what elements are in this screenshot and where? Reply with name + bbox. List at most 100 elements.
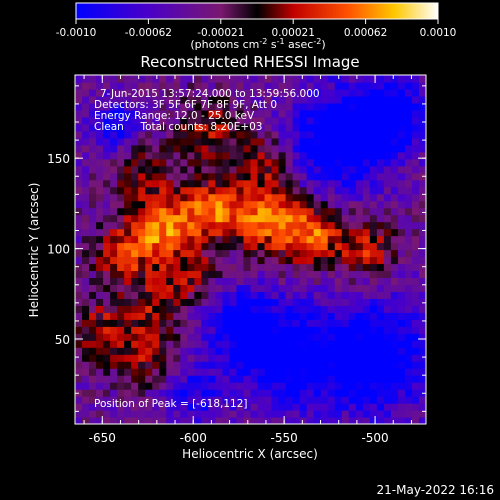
heatmap-cell bbox=[341, 263, 350, 272]
heatmap-cell bbox=[103, 179, 111, 188]
heatmap-cell bbox=[348, 235, 357, 244]
heatmap-cell bbox=[278, 277, 287, 285]
heatmap-cell bbox=[376, 144, 385, 153]
heatmap-cell bbox=[334, 326, 343, 334]
heatmap-cell bbox=[306, 382, 315, 390]
heatmap-cell bbox=[278, 319, 287, 327]
heatmap-cell bbox=[390, 291, 399, 299]
heatmap-cell bbox=[376, 389, 385, 397]
heatmap-cell bbox=[208, 158, 216, 167]
heatmap-cell bbox=[320, 109, 329, 118]
heatmap-cell bbox=[313, 291, 322, 299]
heatmap-cell bbox=[411, 123, 420, 132]
heatmap-cell bbox=[222, 277, 231, 285]
heatmap-cell bbox=[131, 214, 139, 223]
heatmap-cell bbox=[355, 389, 364, 397]
heatmap-cell bbox=[201, 193, 209, 202]
heatmap-cell bbox=[110, 256, 118, 265]
colorbar-ticks: -0.0010 -0.00062 -0.00021 0.00021 0.00062 0.0… bbox=[56, 19, 456, 39]
heatmap-cell bbox=[110, 221, 118, 230]
heatmap-cell bbox=[222, 361, 231, 369]
heatmap-cell bbox=[201, 221, 209, 230]
heatmap-cell bbox=[117, 123, 125, 132]
heatmap-cell bbox=[404, 179, 413, 188]
heatmap-cell bbox=[285, 368, 294, 376]
heatmap-cell bbox=[376, 235, 385, 244]
heatmap-cell bbox=[152, 81, 160, 90]
heatmap-cell bbox=[285, 410, 294, 418]
heatmap-cell bbox=[250, 200, 259, 209]
heatmap-cell bbox=[271, 102, 280, 111]
heatmap-cell bbox=[299, 75, 308, 83]
heatmap-cell bbox=[138, 256, 146, 265]
heatmap-cell bbox=[201, 410, 209, 418]
heatmap-cell bbox=[334, 186, 343, 195]
heatmap-cell bbox=[96, 284, 104, 292]
heatmap-cell bbox=[173, 361, 181, 369]
heatmap-cell bbox=[222, 389, 231, 397]
heatmap-cell bbox=[145, 340, 153, 348]
heatmap-cell bbox=[257, 277, 266, 285]
heatmap-cell bbox=[138, 179, 146, 188]
heatmap-cell bbox=[397, 291, 406, 299]
heatmap-cell bbox=[159, 263, 167, 272]
heatmap-cell bbox=[194, 347, 202, 355]
heatmap-cell bbox=[103, 291, 111, 299]
heatmap-cell bbox=[292, 242, 301, 251]
heatmap-cell bbox=[348, 137, 357, 146]
heatmap-cell bbox=[215, 291, 224, 299]
heatmap-cell bbox=[124, 277, 132, 285]
heatmap-cell bbox=[271, 319, 280, 327]
heatmap-cell bbox=[313, 333, 322, 341]
heatmap-cell bbox=[250, 396, 259, 404]
heatmap-cell bbox=[313, 340, 322, 348]
heatmap-cell bbox=[320, 410, 329, 418]
heatmap-cell bbox=[229, 382, 238, 390]
heatmap-cell bbox=[236, 368, 245, 376]
heatmap-cell bbox=[418, 151, 426, 160]
heatmap-cell bbox=[145, 200, 153, 209]
heatmap-cell bbox=[138, 291, 146, 299]
heatmap-cell bbox=[236, 340, 245, 348]
heatmap-cell bbox=[215, 95, 224, 104]
heatmap-cell bbox=[180, 221, 188, 230]
heatmap-cell bbox=[124, 81, 132, 90]
heatmap-cell bbox=[201, 186, 209, 195]
heatmap-cell bbox=[292, 186, 301, 195]
heatmap-cell bbox=[306, 340, 315, 348]
heatmap-cell bbox=[187, 354, 195, 362]
heatmap-cell bbox=[376, 277, 385, 285]
heatmap-cell bbox=[236, 144, 245, 153]
heatmap-cell bbox=[390, 158, 399, 167]
heatmap-cell bbox=[201, 137, 209, 146]
heatmap-cell bbox=[215, 165, 224, 174]
heatmap-cell bbox=[397, 326, 406, 334]
heatmap-cell bbox=[292, 75, 301, 83]
heatmap-cell bbox=[236, 207, 245, 216]
heatmap-cell bbox=[215, 298, 224, 306]
heatmap-cell bbox=[355, 284, 364, 292]
heatmap-cell bbox=[285, 81, 294, 90]
heatmap-cell bbox=[89, 347, 97, 355]
heatmap-cell bbox=[271, 214, 280, 223]
heatmap-cell bbox=[194, 284, 202, 292]
heatmap-cell bbox=[362, 319, 371, 327]
heatmap-cell bbox=[222, 172, 231, 181]
heatmap-cell bbox=[299, 305, 308, 313]
heatmap-cell bbox=[369, 165, 378, 174]
heatmap-cell bbox=[159, 200, 167, 209]
heatmap-cell bbox=[124, 396, 132, 404]
heatmap-cell bbox=[131, 130, 139, 139]
heatmap-cell bbox=[341, 144, 350, 153]
heatmap-cell bbox=[75, 368, 83, 376]
heatmap-cell bbox=[222, 326, 231, 334]
heatmap-cell bbox=[383, 214, 392, 223]
heatmap-cell bbox=[404, 354, 413, 362]
heatmap-cell bbox=[110, 410, 118, 418]
heatmap-cell bbox=[166, 305, 174, 313]
annotation-detectors: Detectors: 3F 5F 6F 7F 8F 9F, Att 0 bbox=[94, 99, 277, 111]
heatmap-cell bbox=[278, 151, 287, 160]
heatmap-cell bbox=[257, 116, 266, 125]
heatmap-cell bbox=[327, 88, 336, 97]
heatmap-cell bbox=[411, 319, 420, 327]
